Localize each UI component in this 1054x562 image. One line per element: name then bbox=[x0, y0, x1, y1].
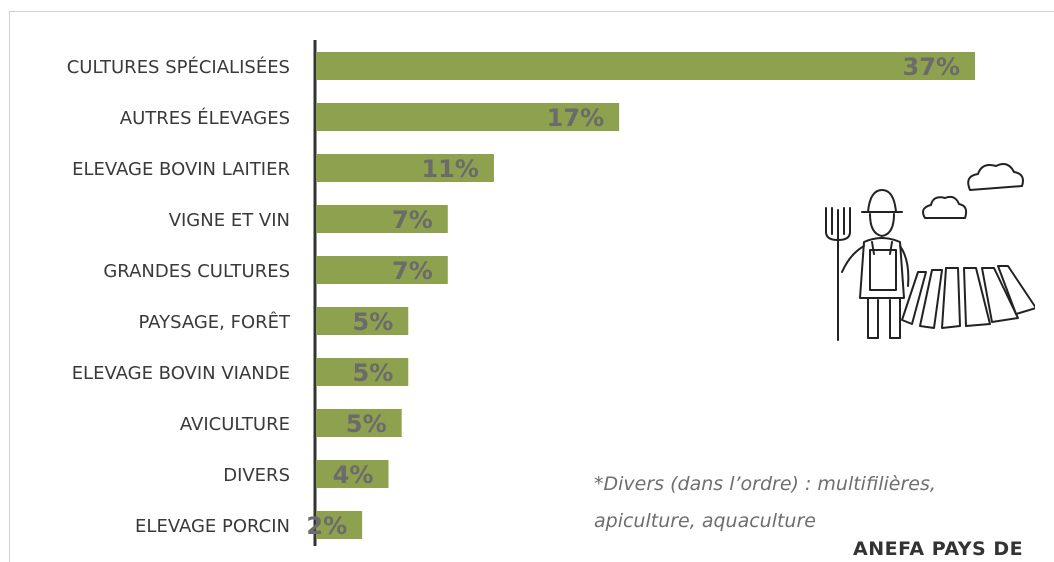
bar bbox=[316, 103, 620, 131]
data-label: 5% bbox=[346, 410, 387, 438]
footnote: *Divers (dans l’ordre) : multifilières, … bbox=[594, 466, 936, 540]
bar bbox=[316, 307, 409, 335]
chart-frame bbox=[9, 11, 1054, 562]
data-label: 7% bbox=[392, 257, 433, 285]
category-label: GRANDES CULTURES bbox=[103, 261, 290, 282]
category-label: CULTURES SPÉCIALISÉES bbox=[67, 56, 290, 78]
data-label: 11% bbox=[421, 155, 478, 183]
footnote-line-1: *Divers (dans l’ordre) : multifilières, bbox=[594, 473, 936, 495]
bar bbox=[316, 256, 448, 284]
bar bbox=[316, 358, 409, 386]
bar bbox=[316, 154, 494, 182]
data-label: 2% bbox=[306, 512, 347, 540]
category-label: AVICULTURE bbox=[180, 414, 290, 435]
footnote-line-2: apiculture, aquaculture bbox=[594, 510, 816, 532]
bar bbox=[316, 205, 448, 233]
category-label: AUTRES ÉLEVAGES bbox=[120, 107, 290, 129]
bar bbox=[316, 52, 975, 80]
farmer-illustration-icon bbox=[825, 163, 1035, 341]
bar bbox=[316, 511, 363, 539]
data-label: 37% bbox=[903, 53, 960, 81]
category-label: DIVERS bbox=[223, 465, 290, 486]
data-label: 5% bbox=[353, 359, 394, 387]
category-label: ELEVAGE PORCIN bbox=[135, 516, 290, 537]
category-label: PAYSAGE, FORÊT bbox=[138, 311, 291, 333]
data-label: 4% bbox=[333, 461, 374, 489]
category-label: ELEVAGE BOVIN LAITIER bbox=[72, 159, 290, 180]
category-label: ELEVAGE BOVIN VIANDE bbox=[72, 363, 290, 384]
data-label: 17% bbox=[547, 104, 604, 132]
bar bbox=[316, 409, 402, 437]
bar bbox=[316, 460, 389, 488]
data-label: 5% bbox=[353, 308, 394, 336]
category-label: VIGNE ET VIN bbox=[169, 210, 290, 231]
source-credit: ANEFA PAYS DE bbox=[853, 538, 1024, 560]
data-label: 7% bbox=[392, 206, 433, 234]
